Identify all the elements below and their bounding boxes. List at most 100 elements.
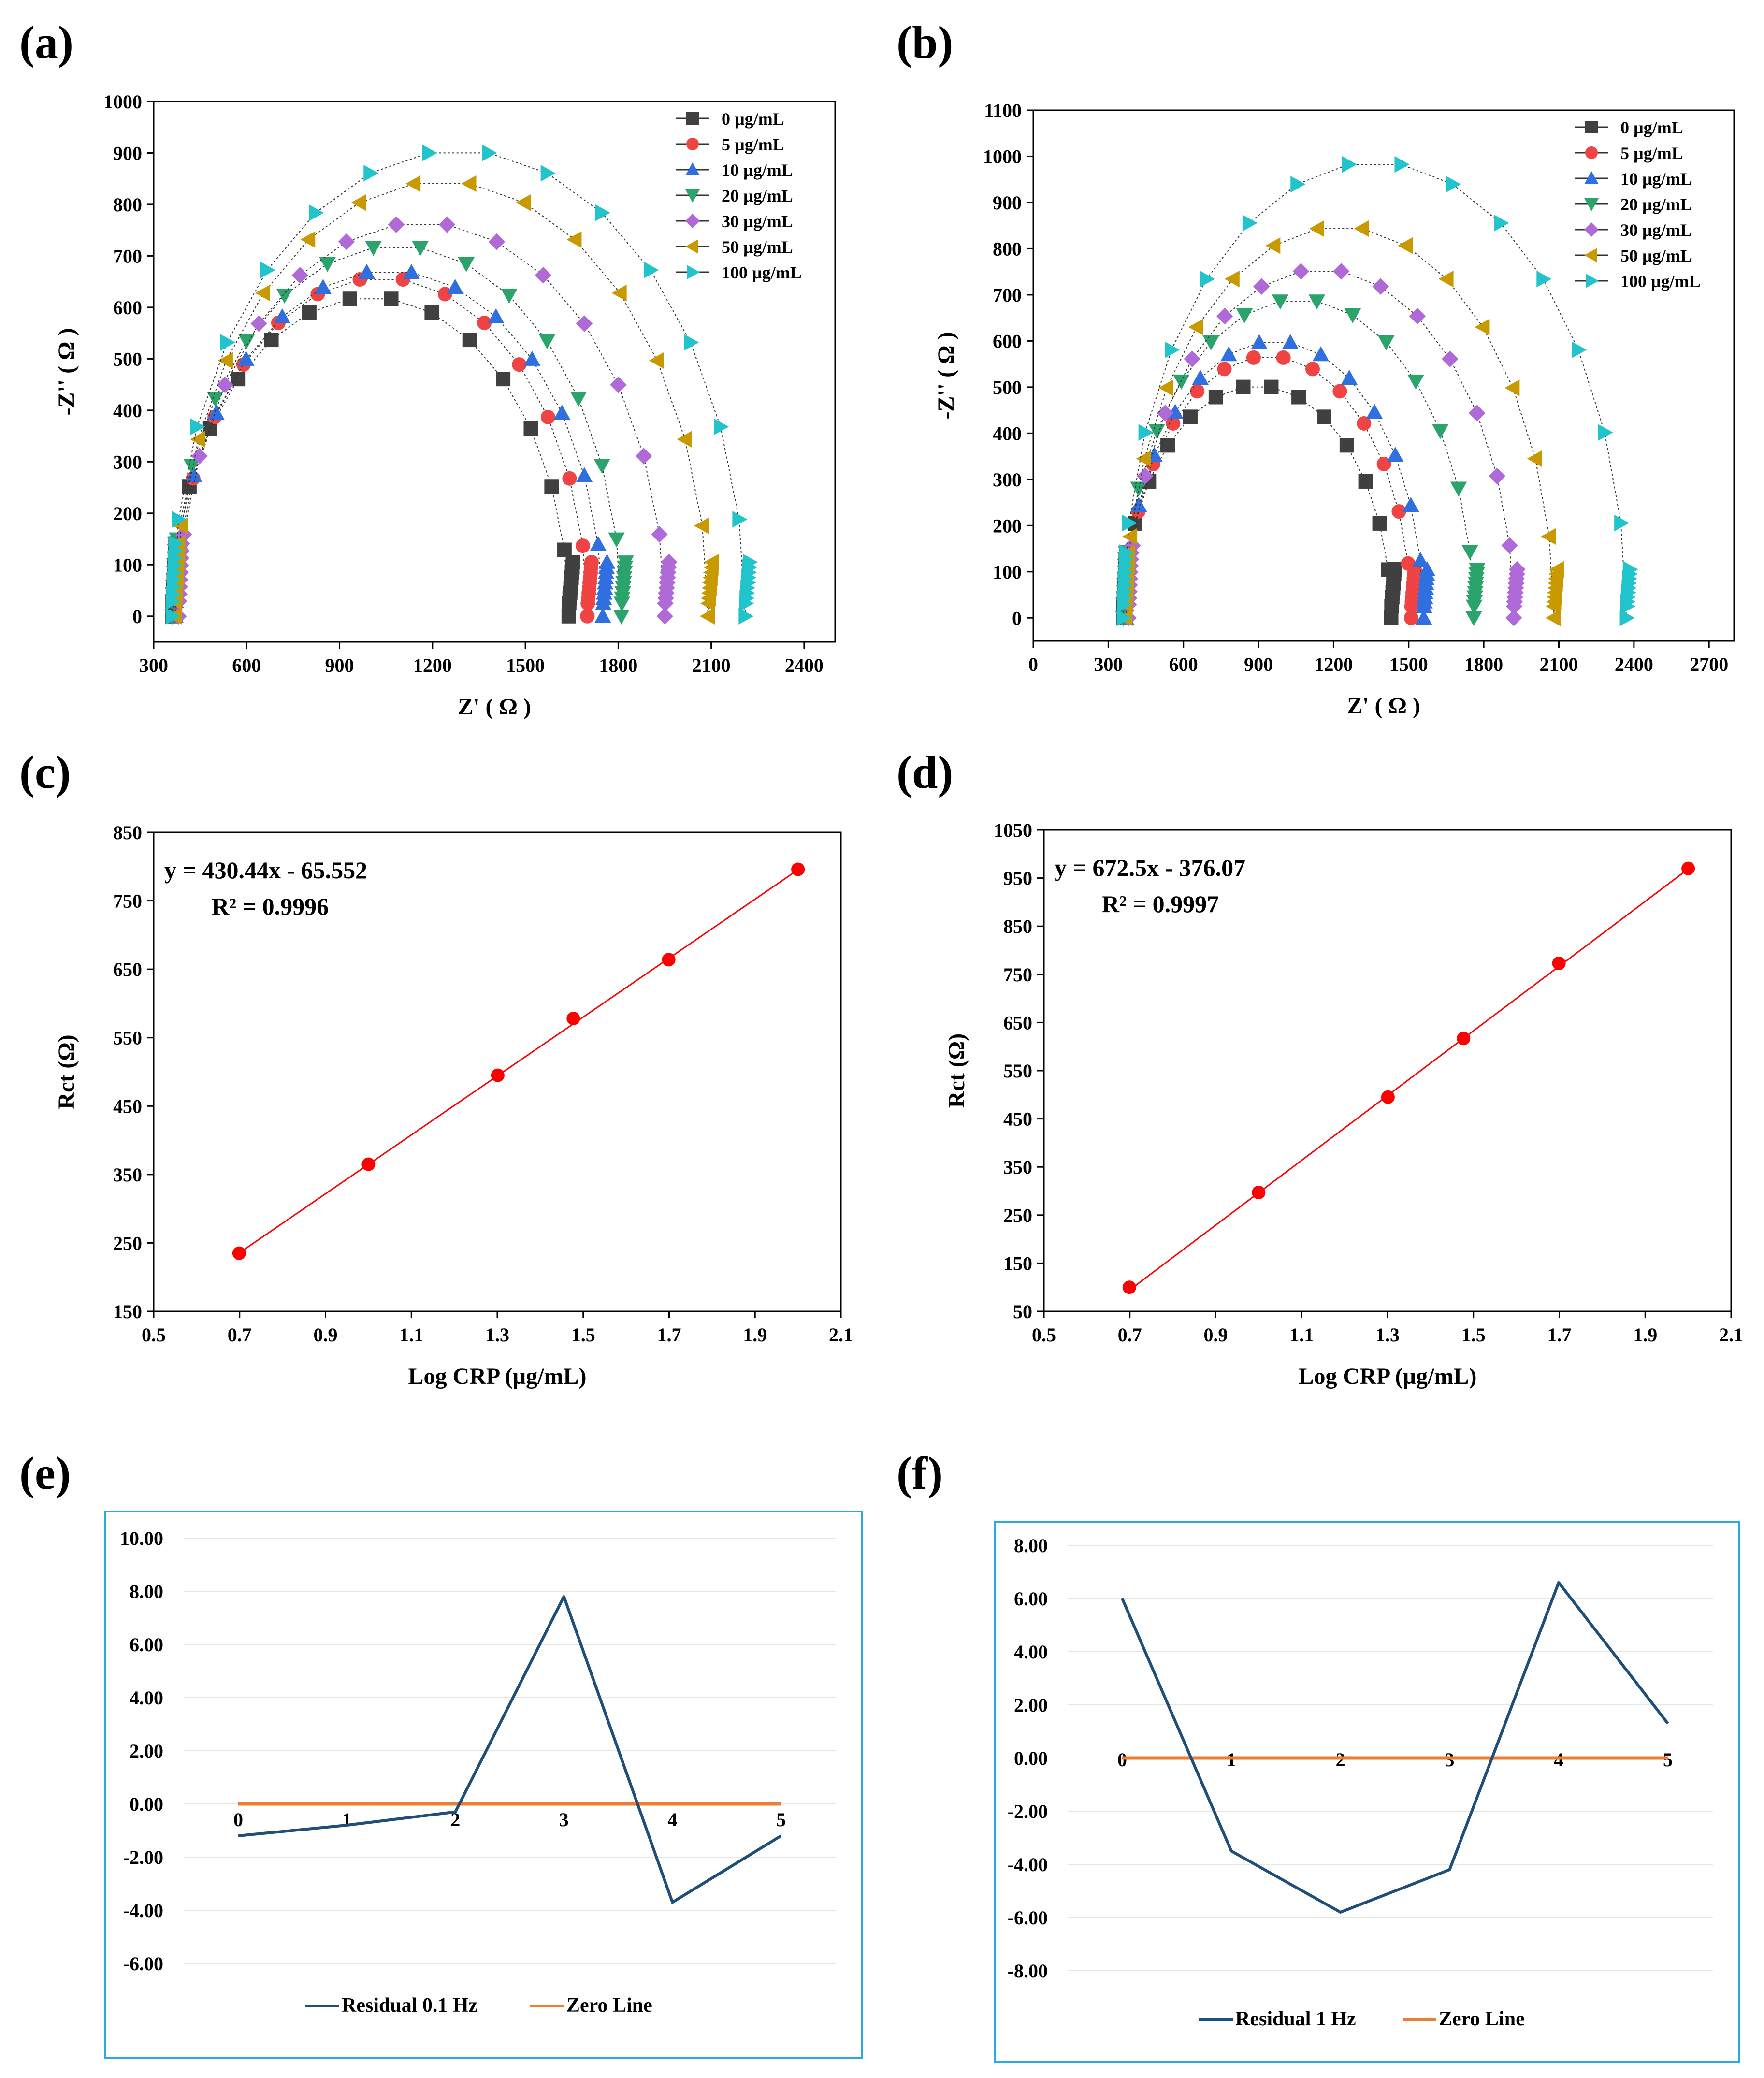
legend-label: Residual 1 Hz <box>1235 2008 1356 2030</box>
data-marker <box>1265 237 1281 254</box>
data-marker <box>1598 424 1613 441</box>
data-marker <box>576 467 593 482</box>
data-marker <box>384 291 399 306</box>
data-marker <box>684 334 699 351</box>
data-marker <box>217 352 233 369</box>
series-a-5 <box>168 272 599 624</box>
x-axis-title: Log CRP (µg/mL) <box>408 1364 587 1389</box>
data-marker <box>570 392 587 407</box>
data-marker <box>1450 481 1467 497</box>
data-marker <box>1130 481 1147 497</box>
y-tick-label: 800 <box>993 238 1022 260</box>
calibration-chart-c: 0.5 0.7 0.9 1.1 1.3 1.5 1.7 1.9 2.1 150 250 350 450 5… <box>54 822 853 1389</box>
data-marker <box>1317 409 1332 424</box>
data-marker <box>438 216 456 233</box>
data-marker <box>1246 350 1261 365</box>
data-marker <box>1136 450 1151 467</box>
y-tick-label: 600 <box>113 297 142 319</box>
y-tick-label: 300 <box>113 451 142 473</box>
data-marker <box>1387 562 1402 577</box>
x-tick-label: 600 <box>232 654 261 676</box>
x-tick-label: 1800 <box>1464 654 1503 675</box>
y-tick-label: -6.00 <box>1008 1907 1048 1929</box>
data-marker <box>610 376 627 393</box>
series-connector <box>174 279 592 616</box>
data-marker <box>699 608 715 625</box>
data-marker <box>651 526 668 543</box>
data-marker <box>538 334 556 349</box>
data-marker <box>274 308 291 323</box>
y-tick-label: 200 <box>993 515 1022 537</box>
legend-label: 10 µg/mL <box>722 160 793 180</box>
series-connector <box>174 183 713 616</box>
data-marker <box>190 418 205 436</box>
data-marker <box>1224 270 1240 288</box>
data-marker <box>1545 610 1561 626</box>
x-tick-label: 1.1 <box>399 1324 423 1346</box>
chart-box <box>104 1511 863 2059</box>
data-marker <box>250 315 267 332</box>
data-marker <box>462 333 477 348</box>
data-marker <box>611 284 627 302</box>
data-marker <box>276 289 293 304</box>
data-marker <box>660 553 678 571</box>
legend-marker <box>1584 171 1599 184</box>
data-marker <box>220 334 235 351</box>
y-tick-label: 0.00 <box>1014 1747 1048 1769</box>
legend-label: Residual 0.1 Hz <box>342 1994 477 2017</box>
data-marker <box>403 263 420 279</box>
data-marker <box>1548 561 1564 578</box>
y-tick-label: 500 <box>993 377 1022 398</box>
data-marker <box>598 553 616 569</box>
data-marker <box>501 289 518 304</box>
data-marker <box>656 608 673 625</box>
panel-label-c: (c) <box>19 746 71 798</box>
data-marker <box>302 305 317 320</box>
residual-line <box>1121 1581 1669 1914</box>
data-marker <box>644 262 659 278</box>
y-tick-label: -6.00 <box>123 1953 163 1975</box>
y-tick-label: 650 <box>1003 1012 1032 1033</box>
legend-label: 50 µg/mL <box>1620 246 1692 265</box>
chart-box <box>994 1521 1740 2063</box>
fit-line <box>1128 868 1689 1291</box>
series-connector <box>172 247 626 616</box>
series-b-30 <box>1120 263 1526 626</box>
legend-label: 10 µg/mL <box>1620 169 1692 189</box>
series-connector <box>174 272 607 616</box>
y-tick-label: 100 <box>113 554 142 576</box>
legend-marker <box>1585 121 1598 133</box>
legend-label: Zero Line <box>566 1994 652 2017</box>
data-marker <box>365 241 382 256</box>
data-marker <box>338 233 355 250</box>
x-tick-label: 2 <box>450 1809 460 1831</box>
data-marker <box>1461 545 1478 560</box>
y-tick-label: 4.00 <box>1014 1641 1048 1663</box>
data-marker <box>1387 447 1404 462</box>
data-marker <box>613 609 630 625</box>
data-marker <box>422 145 437 161</box>
nyquist-chart-a: 300 600 900 1200 1500 1800 2100 2400 0 100 200 300 4… <box>54 91 836 720</box>
data-point <box>1381 1090 1395 1104</box>
data-marker <box>1332 384 1347 399</box>
legend-a: 0 µg/mL 5 µg/mL 10 µg/mL 20 µg/mL 30 µg/mL 50… <box>676 109 802 282</box>
data-marker <box>1358 474 1373 489</box>
data-marker <box>185 467 202 482</box>
data-marker <box>557 542 572 557</box>
data-marker <box>594 608 611 623</box>
legend-label: 50 µg/mL <box>722 237 793 257</box>
data-marker <box>1418 561 1436 576</box>
data-marker <box>1309 220 1324 237</box>
x-tick-label: 1200 <box>413 654 452 676</box>
y-tick-label: 150 <box>113 1301 142 1322</box>
series-b-0 <box>1116 379 1402 625</box>
data-marker <box>458 257 475 272</box>
data-marker <box>342 291 357 306</box>
data-marker <box>1157 405 1174 421</box>
data-marker <box>1158 379 1173 396</box>
y-tick-label: 1050 <box>994 819 1032 841</box>
x-tick-label: 2.1 <box>829 1324 853 1346</box>
panel-label-d: (d) <box>896 746 953 798</box>
data-marker <box>437 287 452 302</box>
legend-e: Residual 0.1 Hz Zero Line <box>305 1994 652 2017</box>
